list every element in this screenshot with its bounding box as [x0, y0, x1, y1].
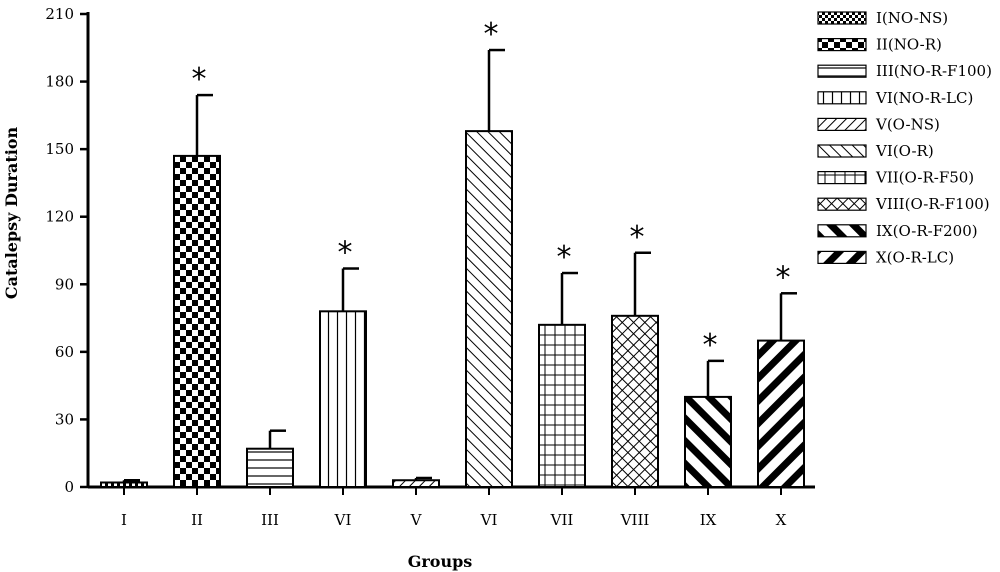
significance-star: * [630, 220, 645, 255]
bar [757, 339, 805, 488]
legend-swatch [817, 117, 867, 132]
bar [246, 447, 294, 489]
bar [684, 395, 732, 488]
legend-swatch [817, 64, 867, 78]
significance-star: * [192, 62, 207, 97]
legend-swatch [817, 250, 867, 264]
x-tick-label: VII [550, 511, 574, 529]
legend-swatch [817, 144, 867, 158]
legend-label: III(NO-R-F100) [876, 62, 992, 80]
legend-label: I(NO-NS) [876, 9, 948, 27]
bar [319, 310, 367, 489]
legend-label: VI(NO-R-LC) [875, 89, 973, 107]
y-axis-title: Catalepsy Duration [2, 127, 21, 300]
legend-swatch [817, 171, 867, 185]
y-tick-label: 180 [45, 73, 74, 91]
legend-label: VI(O-R) [875, 142, 934, 160]
legend-swatch [817, 197, 867, 211]
x-tick-label: V [410, 511, 423, 529]
significance-star: * [703, 328, 718, 363]
x-tick-label: VI [334, 511, 352, 529]
bar [465, 130, 513, 488]
y-tick-label: 30 [55, 410, 74, 428]
y-tick-label: 0 [64, 478, 74, 496]
significance-star: * [484, 17, 499, 52]
x-tick-label: VI [480, 511, 498, 529]
legend-label: VIII(O-R-F100) [875, 195, 990, 213]
y-tick-label: 210 [45, 5, 74, 23]
legend-label: II(NO-R) [876, 36, 942, 54]
legend-swatch [817, 11, 867, 25]
bar [611, 314, 659, 489]
x-tick-label: IX [700, 511, 717, 529]
x-tick-label: III [261, 511, 279, 529]
legend-swatch [817, 91, 867, 105]
significance-star: * [338, 236, 353, 271]
bar [392, 479, 440, 489]
legend-label: X(O-R-LC) [876, 248, 954, 266]
bar [173, 154, 221, 488]
y-tick-label: 90 [55, 275, 74, 293]
significance-star: * [776, 260, 791, 295]
x-tick-label: I [121, 511, 127, 529]
legend-swatch [817, 224, 867, 238]
y-tick-label: 150 [45, 140, 74, 158]
legend: I(NO-NS) II(NO-R) III(NO-R-F100) VI(NO-R-LC… [817, 9, 992, 266]
x-tick-label: II [191, 511, 203, 529]
legend-label: IX(O-R-F200) [876, 222, 978, 240]
y-tick-label: 120 [45, 208, 74, 226]
x-tick-label: VIII [620, 511, 650, 529]
y-tick-label: 60 [55, 343, 74, 361]
bar [100, 481, 148, 489]
bar [538, 323, 586, 489]
x-axis-title: Groups [408, 552, 473, 571]
legend-swatch [817, 37, 867, 52]
x-axis: I II III VI V VI VII VIII IX X [88, 485, 815, 529]
bars: * * * * * * * [100, 17, 805, 489]
significance-star: * [557, 240, 572, 275]
x-tick-label: X [776, 511, 787, 529]
legend-label: V(O-NS) [875, 115, 940, 133]
legend-label: VII(O-R-F50) [875, 169, 974, 187]
y-axis: 0 30 60 90 120 150 180 210 [45, 5, 90, 496]
